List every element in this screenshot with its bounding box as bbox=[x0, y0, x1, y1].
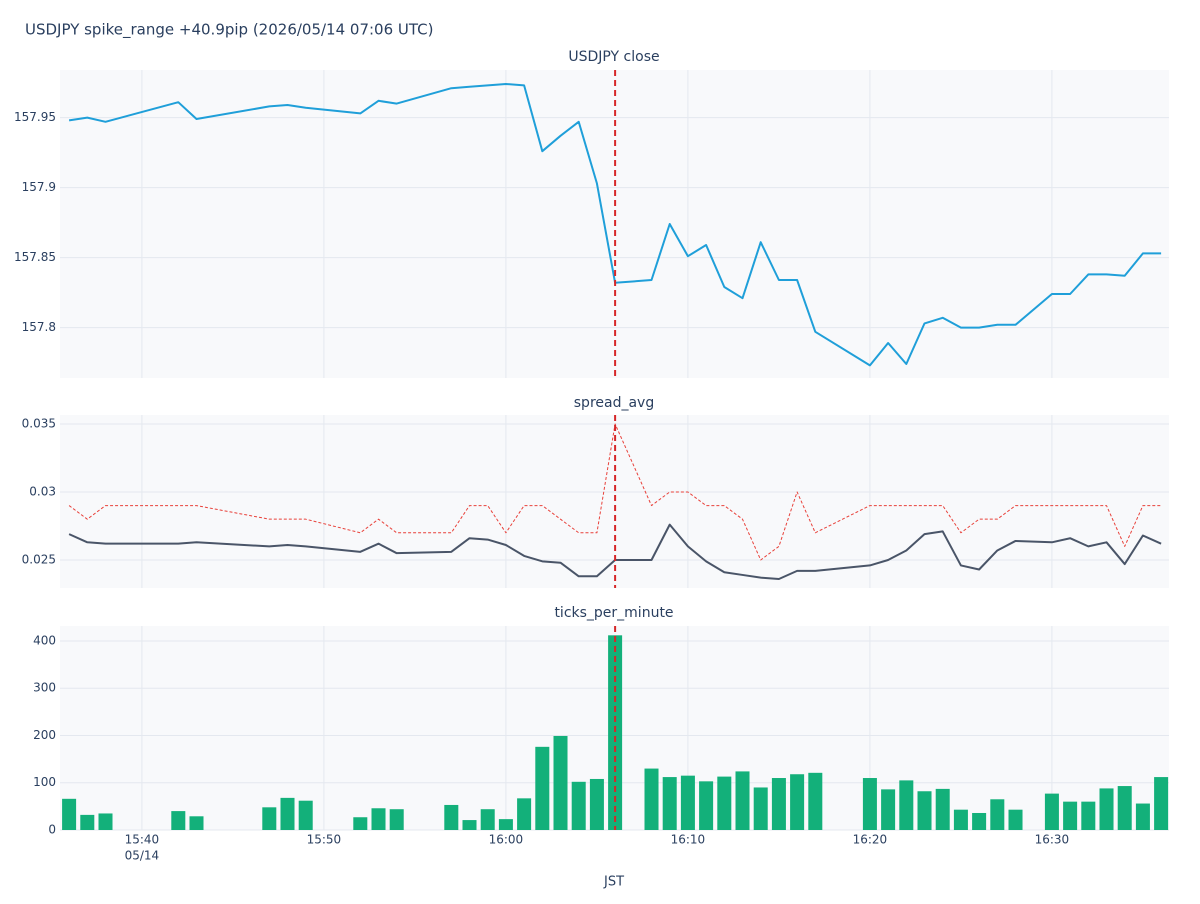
bar bbox=[680, 775, 695, 830]
bar bbox=[717, 776, 732, 830]
bar bbox=[953, 809, 968, 830]
bar bbox=[589, 778, 604, 830]
bar bbox=[899, 780, 914, 830]
x-tick-label: 16:20 bbox=[853, 833, 888, 847]
y-tick-label: 100 bbox=[33, 775, 56, 789]
bar bbox=[808, 772, 823, 830]
chart-title: USDJPY spike_range +40.9pip (2026/05/14 … bbox=[25, 21, 434, 40]
bar bbox=[262, 807, 277, 830]
bar bbox=[753, 787, 768, 830]
bar bbox=[699, 781, 714, 830]
bar bbox=[98, 813, 113, 830]
bar bbox=[917, 791, 932, 830]
bar bbox=[571, 781, 586, 830]
y-tick-label: 157.85 bbox=[14, 250, 56, 264]
bar bbox=[517, 798, 532, 830]
bar bbox=[80, 814, 95, 830]
bar bbox=[935, 788, 950, 830]
y-tick-label: 157.95 bbox=[14, 110, 56, 124]
bar bbox=[1135, 803, 1150, 830]
bar bbox=[553, 735, 568, 830]
bar bbox=[972, 812, 987, 830]
y-tick-label: 200 bbox=[33, 728, 56, 742]
x-tick-label: 16:30 bbox=[1035, 833, 1070, 847]
bar bbox=[353, 817, 368, 830]
bar bbox=[535, 746, 550, 830]
bar bbox=[790, 774, 805, 830]
y-tick-label: 0.025 bbox=[22, 552, 56, 566]
bar bbox=[862, 778, 877, 830]
x-date-label: 05/14 bbox=[125, 849, 160, 863]
y-tick-label: 0 bbox=[48, 823, 56, 837]
bar bbox=[371, 808, 386, 830]
bar bbox=[771, 778, 786, 830]
bar bbox=[171, 811, 186, 830]
bar bbox=[1117, 786, 1132, 830]
x-axis-title: JST bbox=[603, 875, 624, 890]
bar bbox=[1099, 788, 1114, 830]
bar bbox=[662, 777, 677, 830]
line-series bbox=[68, 423, 1162, 561]
bar bbox=[498, 819, 513, 830]
bar bbox=[608, 635, 623, 830]
line-series bbox=[68, 523, 1162, 581]
bar bbox=[735, 771, 750, 830]
x-tick-label: 15:50 bbox=[307, 833, 342, 847]
subplot-title: ticks_per_minute bbox=[554, 605, 673, 621]
bar bbox=[280, 797, 295, 830]
bar bbox=[462, 820, 477, 830]
y-tick-label: 157.8 bbox=[22, 320, 56, 334]
bar bbox=[1008, 809, 1023, 830]
subplot-title: USDJPY close bbox=[568, 49, 659, 65]
y-tick-label: 300 bbox=[33, 681, 56, 695]
y-tick-label: 157.9 bbox=[22, 180, 56, 194]
bar bbox=[480, 809, 495, 830]
bar bbox=[1154, 777, 1169, 830]
x-tick-label: 16:00 bbox=[489, 833, 524, 847]
bar bbox=[389, 809, 404, 830]
y-tick-label: 0.035 bbox=[22, 416, 56, 430]
bar bbox=[444, 804, 459, 830]
bar bbox=[298, 800, 313, 830]
y-tick-label: 0.03 bbox=[29, 484, 56, 498]
bar bbox=[189, 816, 204, 830]
bar bbox=[1063, 801, 1078, 830]
subplot-title: spread_avg bbox=[574, 395, 654, 411]
y-tick-label: 400 bbox=[33, 633, 56, 647]
line-series bbox=[68, 83, 1162, 367]
bar bbox=[62, 798, 77, 830]
bar bbox=[1081, 801, 1096, 830]
bar bbox=[881, 789, 896, 830]
x-tick-label: 16:10 bbox=[671, 833, 706, 847]
x-tick-label: 15:40 bbox=[125, 833, 160, 847]
bar bbox=[644, 768, 659, 830]
bar bbox=[1044, 793, 1059, 830]
bar bbox=[990, 799, 1005, 830]
